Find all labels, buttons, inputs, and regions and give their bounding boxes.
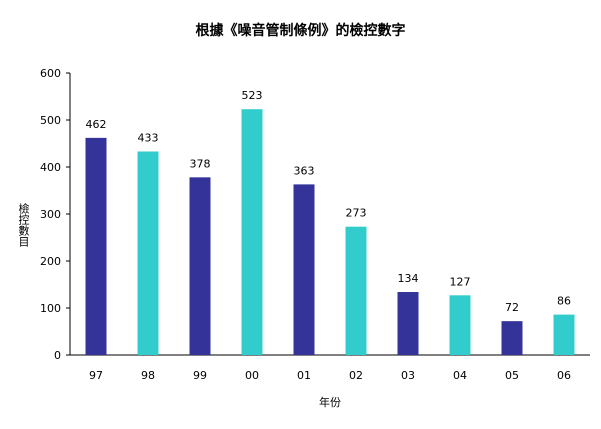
- x-tick-label: 97: [89, 369, 103, 382]
- bar-99: [189, 177, 211, 355]
- x-axis-label: 年份: [319, 396, 341, 409]
- bar-97: [85, 137, 107, 355]
- y-tick-label: 200: [40, 255, 61, 268]
- bar-04: [449, 295, 471, 355]
- y-tick-label: 500: [40, 114, 61, 127]
- x-tick-label: 04: [453, 369, 467, 382]
- bar-02: [345, 226, 367, 355]
- x-tick-label: 01: [297, 369, 311, 382]
- bar-98: [137, 151, 159, 355]
- data-label: 363: [294, 164, 315, 177]
- chart-title: 根據《噪音管制條例》的檢控數字: [195, 23, 406, 39]
- bar-00: [241, 109, 263, 355]
- y-tick-label: 400: [40, 161, 61, 174]
- data-label: 134: [398, 272, 419, 285]
- data-label: 433: [138, 131, 159, 144]
- y-tick-label: 600: [40, 67, 61, 80]
- x-tick-label: 02: [349, 369, 363, 382]
- y-axis-label: 檢控數目: [17, 203, 30, 247]
- x-tick-label: 00: [245, 369, 259, 382]
- x-tick-label: 99: [193, 369, 207, 382]
- data-label: 127: [450, 275, 471, 288]
- data-label: 523: [242, 89, 263, 102]
- bar-03: [397, 292, 419, 355]
- y-tick-label: 100: [40, 302, 61, 315]
- x-tick-label: 06: [557, 369, 571, 382]
- data-label: 273: [346, 207, 367, 220]
- data-label: 86: [557, 295, 571, 308]
- data-label: 72: [505, 301, 519, 314]
- bar-05: [501, 321, 523, 355]
- data-label: 378: [190, 157, 211, 170]
- bar-01: [293, 184, 315, 355]
- y-tick-label: 0: [54, 349, 61, 362]
- data-label: 462: [86, 118, 107, 131]
- y-tick-label: 300: [40, 208, 61, 221]
- x-tick-label: 03: [401, 369, 415, 382]
- x-tick-label: 98: [141, 369, 155, 382]
- x-tick-label: 05: [505, 369, 519, 382]
- bar-06: [553, 314, 575, 355]
